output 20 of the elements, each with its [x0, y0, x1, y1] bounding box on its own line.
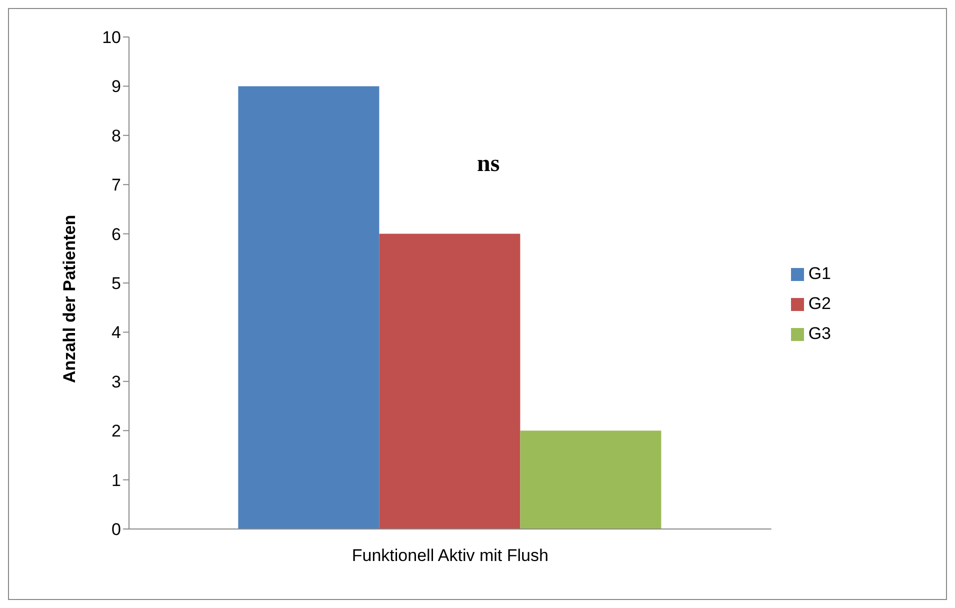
y-tick-label: 3	[112, 372, 121, 392]
y-tick-label: 1	[112, 470, 121, 490]
y-axis-title: Anzahl der Patienten	[60, 214, 80, 383]
y-tick-label: 8	[112, 126, 121, 146]
y-tick-label: 2	[112, 422, 121, 441]
x-tick-label: Funktionell Aktiv mit Flush	[352, 546, 548, 566]
y-tick-label: 6	[112, 224, 121, 244]
bar	[379, 234, 520, 529]
legend-label: G1	[808, 264, 831, 283]
y-tick-label: 7	[112, 176, 121, 195]
bar	[520, 430, 662, 529]
legend-label: G3	[808, 324, 831, 343]
bar	[238, 86, 380, 529]
y-tick-label: 4	[112, 323, 121, 342]
y-tick-label: 5	[112, 274, 121, 294]
legend-label: G2	[808, 294, 831, 313]
y-tick-label: 0	[112, 520, 121, 540]
y-tick-label: 9	[112, 77, 121, 96]
annotation: ns	[477, 151, 500, 178]
y-tick-label: 10	[102, 28, 121, 48]
